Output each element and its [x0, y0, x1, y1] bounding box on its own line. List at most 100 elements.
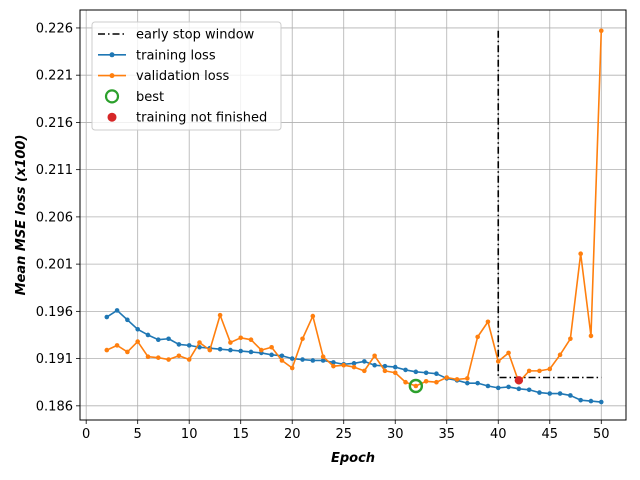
training-loss-point: [300, 357, 305, 362]
training-loss-point: [114, 308, 120, 313]
validation-loss-point: [331, 363, 336, 369]
training-not-finished-marker: [514, 376, 524, 385]
validation-loss-point: [207, 347, 213, 353]
training-loss-point: [362, 359, 367, 364]
training-loss-point: [557, 391, 563, 396]
y-tick-label: 0.221: [36, 69, 73, 84]
validation-loss-point: [217, 312, 223, 318]
training-loss-point: [588, 398, 594, 404]
x-tick-label: 0: [82, 427, 90, 442]
training-loss-point: [176, 342, 182, 347]
legend-box: [91, 21, 282, 131]
training-loss-point: [382, 363, 388, 369]
y-tick-label: 0.196: [36, 305, 73, 320]
y-tick-label: 0.191: [36, 352, 73, 367]
validation-loss-point: [547, 366, 553, 372]
validation-loss-point: [351, 364, 357, 370]
x-axis-label: Epoch: [331, 451, 375, 466]
y-tick-label: 0.186: [36, 399, 73, 414]
training-loss-point: [155, 337, 161, 343]
validation-loss-point: [568, 336, 573, 342]
training-loss-point: [516, 386, 522, 392]
legend-validation-loss-label: validation loss: [136, 69, 229, 84]
validation-loss-point: [176, 353, 182, 359]
training-loss-point: [279, 353, 285, 359]
validation-loss-point: [269, 344, 274, 350]
validation-loss-point: [341, 362, 347, 368]
y-tick-label: 0.216: [36, 116, 73, 131]
training-loss-point: [145, 332, 151, 338]
validation-loss-point: [289, 365, 295, 371]
validation-loss-point: [485, 319, 491, 325]
training-loss-point: [320, 358, 326, 363]
training-loss-point: [238, 348, 244, 354]
validation-loss-point: [135, 339, 140, 344]
x-tick-label: 50: [593, 427, 610, 442]
validation-loss-point: [413, 383, 419, 389]
validation-loss-point: [506, 350, 511, 356]
training-loss-point: [413, 369, 419, 375]
validation-loss-point: [248, 337, 254, 343]
validation-loss-point: [598, 28, 604, 34]
validation-loss-point: [475, 334, 480, 340]
x-tick-label: 25: [335, 427, 352, 442]
training-loss-point: [506, 384, 511, 390]
legend-early-stop-window-label: early stop window: [136, 28, 255, 43]
training-loss-point: [125, 317, 130, 323]
training-loss-point: [135, 327, 140, 332]
plot-frame: [79, 9, 627, 421]
x-tick-label: 10: [181, 427, 198, 442]
validation-loss-point: [259, 347, 264, 353]
training-loss-point: [392, 364, 398, 370]
validation-loss-point: [372, 353, 377, 359]
training-loss-point: [217, 346, 223, 352]
validation-loss-point: [320, 354, 326, 360]
legend-training-loss-label: training loss: [136, 48, 216, 63]
y-tick-label: 0.226: [36, 21, 73, 36]
training-loss-point: [465, 380, 470, 386]
training-loss-point: [104, 314, 110, 320]
training-loss-point: [495, 385, 501, 391]
series: [104, 28, 604, 405]
y-tick-label: 0.211: [36, 163, 73, 178]
y-tick-label: 0.206: [36, 210, 73, 225]
legend-training-not-finished-label: training not finished: [136, 111, 267, 126]
training-loss-point: [269, 352, 274, 358]
validation-loss-point: [537, 368, 542, 374]
x-tick-label: 30: [387, 427, 404, 442]
validation-loss-point: [578, 251, 583, 257]
training-loss-point: [310, 358, 316, 363]
validation-loss-point: [155, 355, 161, 360]
validation-loss-point: [444, 375, 450, 380]
legend-validation-loss-marker: [109, 73, 115, 79]
training-loss-point: [351, 361, 357, 366]
x-tick-label: 5: [134, 427, 142, 442]
training-loss-point: [598, 399, 604, 405]
validation-loss-point: [403, 379, 408, 385]
training-loss-point: [423, 370, 429, 376]
y-tick-label: 0.201: [36, 258, 73, 273]
validation-loss-point: [279, 358, 285, 363]
validation-loss-point: [526, 368, 532, 374]
validation-loss-point: [557, 352, 563, 358]
training-loss-point: [568, 393, 573, 398]
validation-loss-point: [228, 340, 233, 345]
training-loss-point: [186, 343, 192, 348]
validation-loss-point: [114, 343, 120, 348]
validation-loss-point: [392, 370, 398, 376]
training-loss-point: [485, 383, 491, 389]
legend-training-loss-marker: [109, 52, 115, 58]
validation-loss-point: [382, 368, 388, 374]
legend: early stop window training loss validati…: [91, 21, 282, 131]
validation-loss-point: [434, 379, 439, 385]
grid: [80, 10, 626, 420]
validation-loss-point: [238, 335, 244, 341]
training-loss-point: [228, 347, 233, 353]
training-loss-point: [331, 360, 336, 365]
y-axis-label: Mean MSE loss (x100): [14, 135, 29, 296]
training-loss-point: [578, 397, 583, 403]
training-loss-point: [526, 387, 532, 393]
validation-loss-point: [423, 378, 429, 384]
legend-best-marker: [104, 89, 120, 104]
